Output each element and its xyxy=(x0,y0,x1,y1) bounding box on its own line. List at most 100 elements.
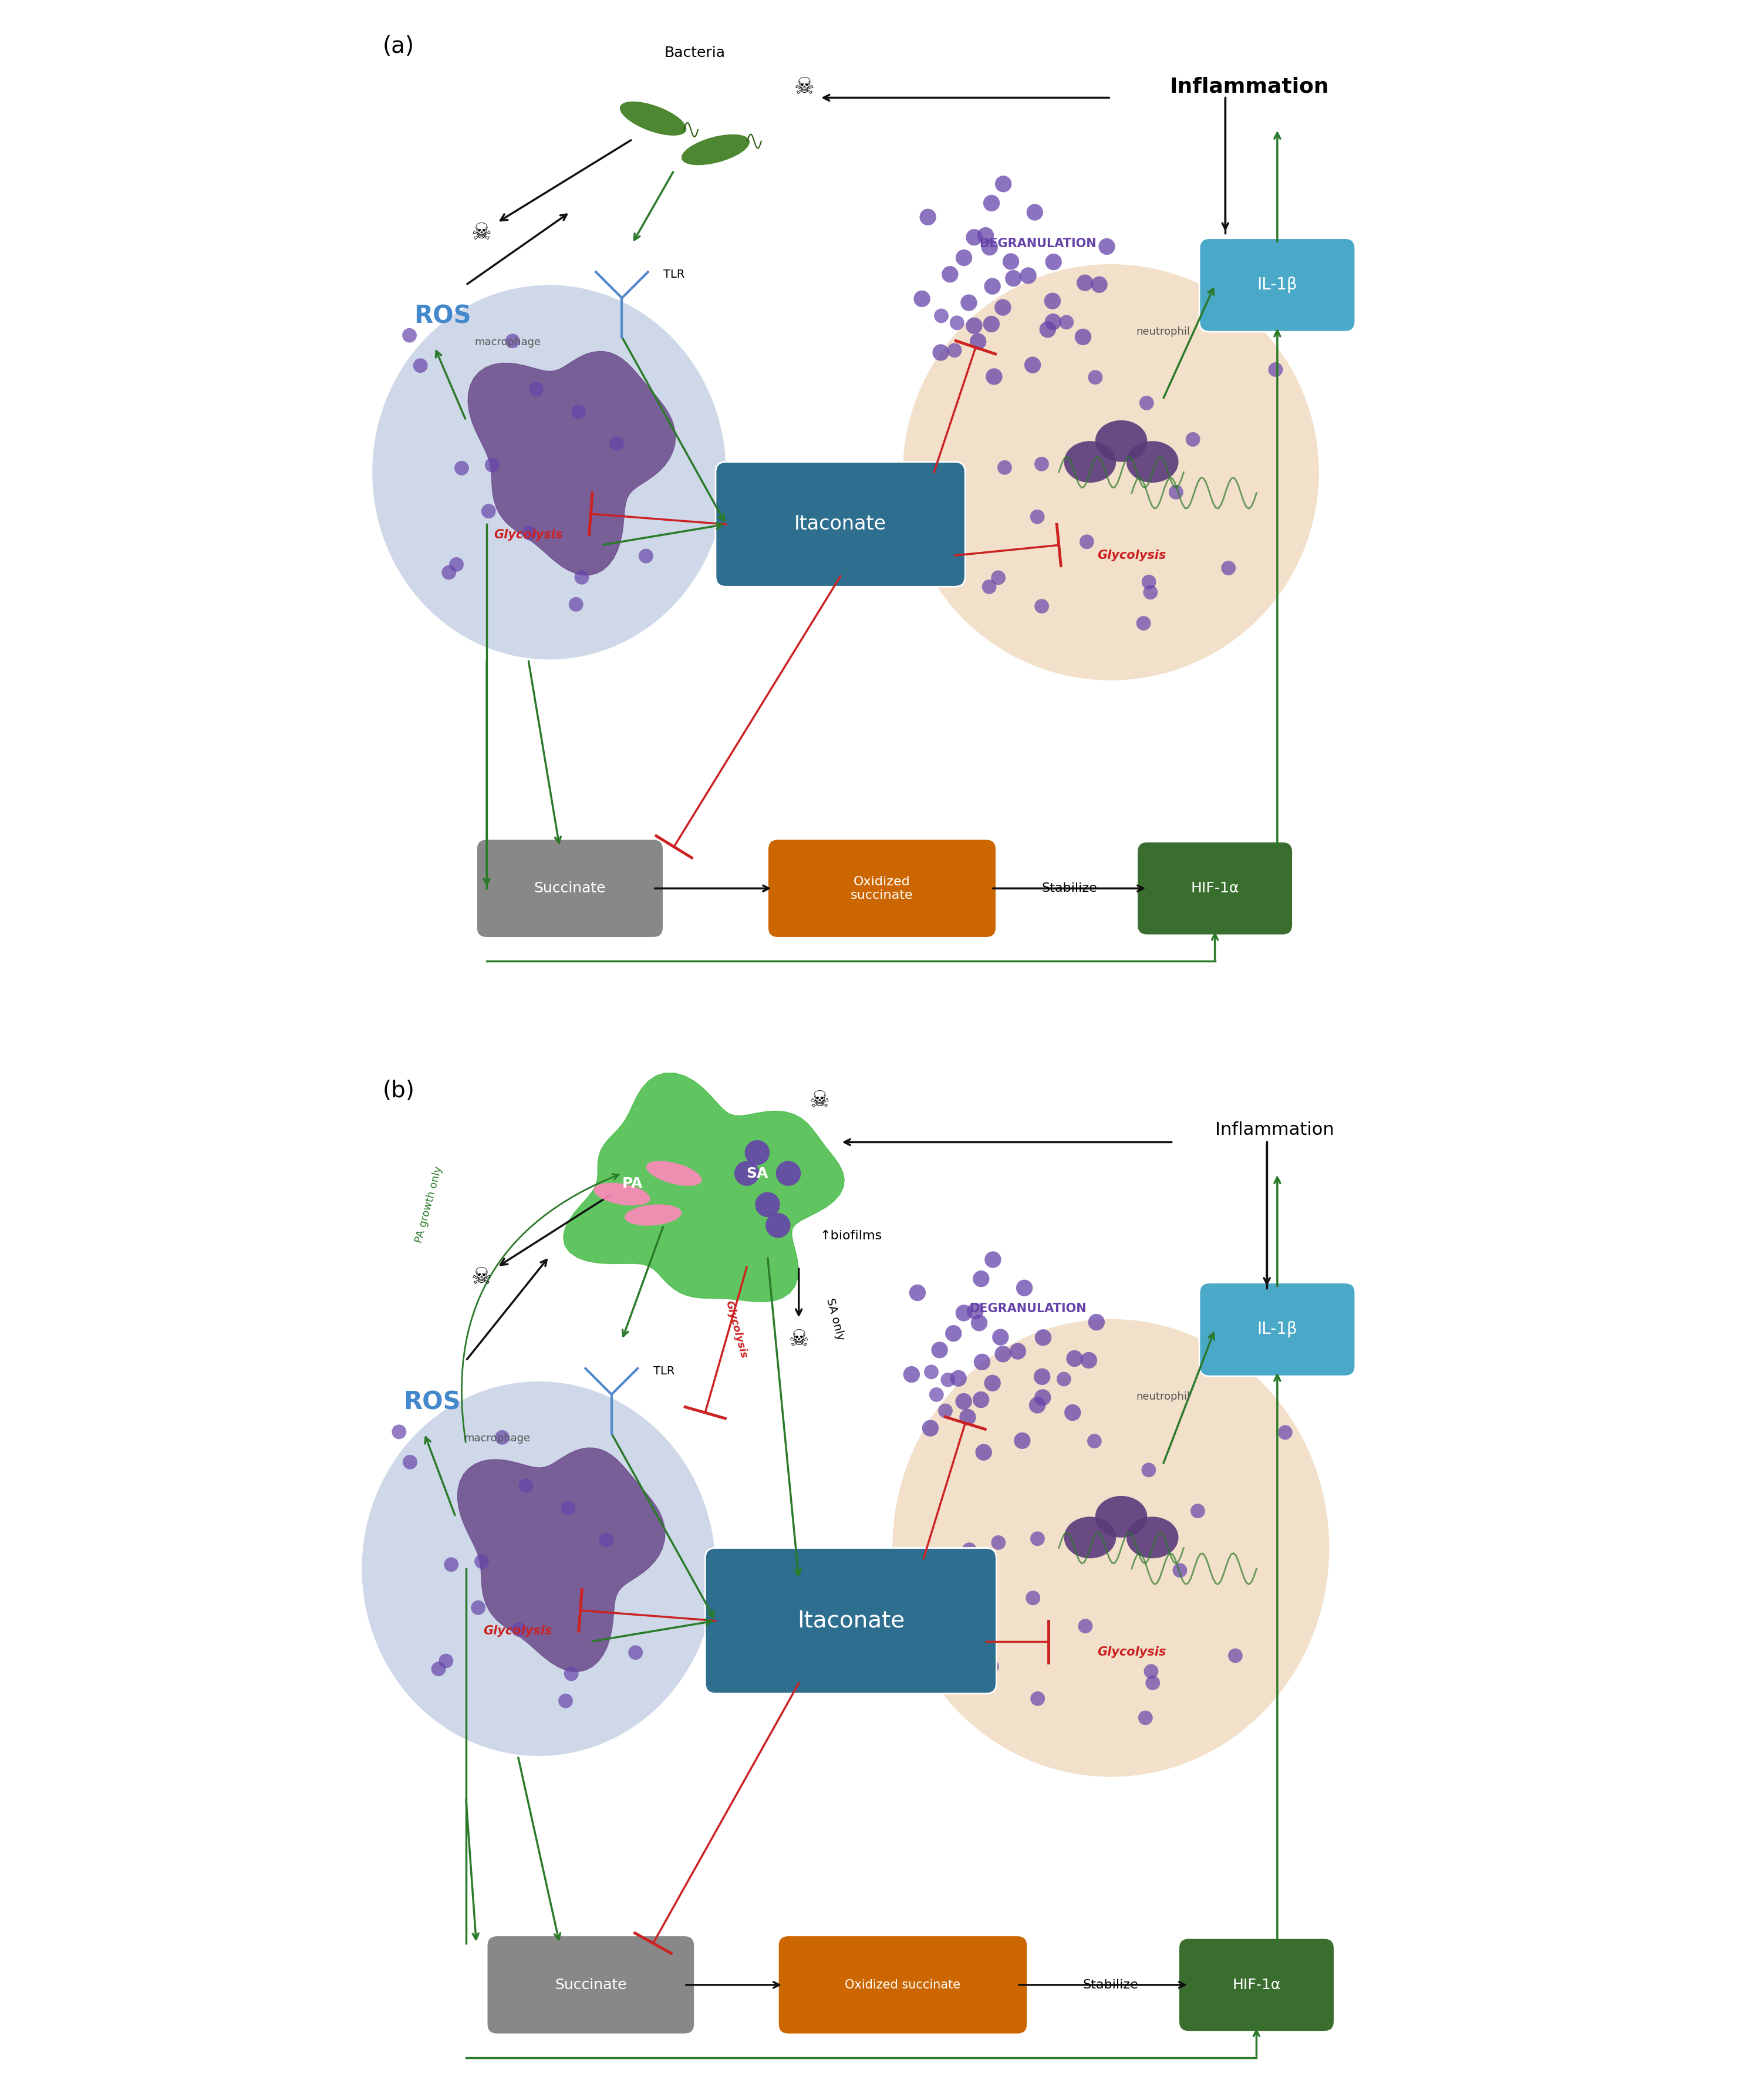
Text: TLR: TLR xyxy=(653,1365,674,1377)
Circle shape xyxy=(981,239,998,255)
Circle shape xyxy=(970,333,986,350)
Circle shape xyxy=(951,1371,967,1388)
Circle shape xyxy=(1076,274,1094,291)
Circle shape xyxy=(755,1193,780,1218)
Circle shape xyxy=(930,1388,944,1402)
Circle shape xyxy=(1145,1676,1161,1691)
Circle shape xyxy=(908,1285,926,1302)
Circle shape xyxy=(564,1666,579,1681)
Circle shape xyxy=(1143,584,1157,599)
Circle shape xyxy=(1034,456,1050,471)
Circle shape xyxy=(991,1536,1005,1551)
Ellipse shape xyxy=(646,1162,702,1187)
Circle shape xyxy=(933,343,949,360)
Circle shape xyxy=(639,548,653,563)
Text: macrophage: macrophage xyxy=(475,337,542,347)
Circle shape xyxy=(972,1270,990,1287)
Circle shape xyxy=(960,295,977,312)
Text: (a): (a) xyxy=(383,36,415,59)
Circle shape xyxy=(1141,576,1155,590)
Ellipse shape xyxy=(681,134,750,165)
Text: IL-1β: IL-1β xyxy=(1258,1321,1298,1337)
FancyBboxPatch shape xyxy=(706,1549,997,1693)
Text: HIF-1α: HIF-1α xyxy=(1191,881,1238,896)
Text: Inflammation: Inflammation xyxy=(1170,77,1330,96)
Circle shape xyxy=(1087,1434,1102,1448)
Circle shape xyxy=(1191,1503,1205,1517)
Text: SA: SA xyxy=(746,1166,767,1180)
Circle shape xyxy=(923,1419,938,1436)
Circle shape xyxy=(974,1354,990,1371)
Ellipse shape xyxy=(1127,1517,1178,1559)
Circle shape xyxy=(946,1325,961,1342)
Circle shape xyxy=(977,228,993,243)
Text: ROS: ROS xyxy=(404,1390,460,1415)
Circle shape xyxy=(1009,1344,1027,1360)
Circle shape xyxy=(1185,431,1200,446)
Text: neutrophil: neutrophil xyxy=(1136,327,1191,337)
Text: ☠: ☠ xyxy=(471,1266,492,1289)
Ellipse shape xyxy=(624,1203,681,1226)
Text: ☠: ☠ xyxy=(794,75,815,98)
FancyBboxPatch shape xyxy=(778,1936,1028,2034)
Circle shape xyxy=(766,1214,790,1237)
Circle shape xyxy=(561,1501,575,1515)
FancyBboxPatch shape xyxy=(487,1936,695,2034)
Circle shape xyxy=(450,557,464,571)
Circle shape xyxy=(1074,329,1092,345)
Circle shape xyxy=(1014,1432,1030,1448)
Circle shape xyxy=(505,333,520,347)
Circle shape xyxy=(1138,1710,1152,1725)
Text: Glycolysis: Glycolysis xyxy=(1097,550,1166,561)
Circle shape xyxy=(1065,1350,1083,1367)
Circle shape xyxy=(441,565,457,580)
Circle shape xyxy=(572,404,586,419)
Polygon shape xyxy=(563,1074,845,1302)
Circle shape xyxy=(482,504,496,519)
Circle shape xyxy=(1081,1352,1097,1369)
Circle shape xyxy=(983,580,997,594)
Circle shape xyxy=(1078,1618,1092,1633)
Circle shape xyxy=(942,266,958,283)
Circle shape xyxy=(1025,1591,1041,1605)
Circle shape xyxy=(628,1645,642,1660)
Circle shape xyxy=(972,1392,990,1409)
Text: PA growth only: PA growth only xyxy=(415,1166,445,1243)
Ellipse shape xyxy=(372,285,727,659)
Text: neutrophil: neutrophil xyxy=(1136,1392,1191,1402)
FancyBboxPatch shape xyxy=(1136,841,1293,936)
Circle shape xyxy=(1044,314,1062,331)
Text: DEGRANULATION: DEGRANULATION xyxy=(979,237,1097,249)
Circle shape xyxy=(1039,320,1057,337)
Circle shape xyxy=(445,1557,459,1572)
Text: Itaconate: Itaconate xyxy=(797,1610,905,1633)
Text: Itaconate: Itaconate xyxy=(794,515,887,534)
Circle shape xyxy=(997,460,1013,475)
Circle shape xyxy=(983,316,1000,333)
FancyBboxPatch shape xyxy=(1178,1938,1335,2032)
Circle shape xyxy=(975,1670,990,1685)
Circle shape xyxy=(931,1342,947,1358)
Circle shape xyxy=(1136,615,1150,630)
Text: Succinate: Succinate xyxy=(534,881,605,896)
Circle shape xyxy=(1046,253,1062,270)
Circle shape xyxy=(519,1478,533,1492)
Text: Stabilize: Stabilize xyxy=(1083,1980,1140,1990)
Circle shape xyxy=(933,308,949,322)
Circle shape xyxy=(529,381,543,396)
Circle shape xyxy=(1044,293,1060,310)
Circle shape xyxy=(919,209,937,226)
Text: ROS: ROS xyxy=(415,303,471,329)
Text: ↑biofilms: ↑biofilms xyxy=(820,1231,882,1241)
Text: TLR: TLR xyxy=(663,270,684,280)
Circle shape xyxy=(776,1162,801,1187)
Circle shape xyxy=(413,358,427,373)
Circle shape xyxy=(402,1455,418,1469)
Text: Succinate: Succinate xyxy=(554,1978,626,1993)
Circle shape xyxy=(995,176,1011,193)
Circle shape xyxy=(402,329,416,343)
Circle shape xyxy=(568,597,584,611)
Text: Inflammation: Inflammation xyxy=(1215,1122,1334,1139)
Text: (b): (b) xyxy=(383,1080,415,1103)
Text: ☠: ☠ xyxy=(789,1329,810,1350)
